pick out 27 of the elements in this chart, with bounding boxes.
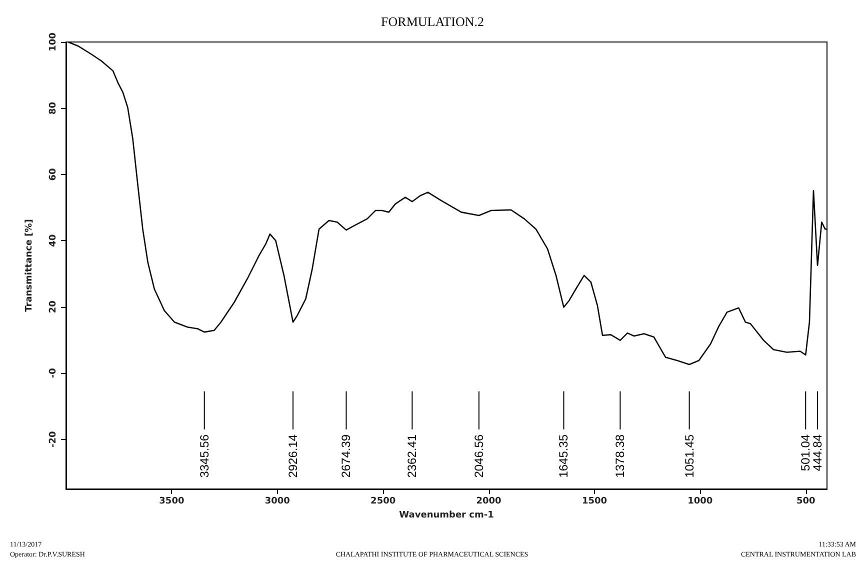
annotation: 2674.39 xyxy=(339,434,354,478)
x-axis-title: Wavenumber cm-1 xyxy=(399,510,494,520)
y-tick-label: 60 xyxy=(48,168,58,181)
y-tick-label: 100 xyxy=(48,32,58,52)
y-tick-label: 20 xyxy=(48,300,58,314)
annotation: 2046.56 xyxy=(472,434,486,478)
x-tick-label: 3500 xyxy=(159,496,184,506)
annotation: 3345.56 xyxy=(197,434,212,478)
x-tick-label: 1000 xyxy=(688,496,713,506)
y-tick-label: -20 xyxy=(48,431,58,448)
annotation: 1378.38 xyxy=(613,434,628,478)
annotation: 1051.45 xyxy=(682,434,696,478)
x-tick-label: 1500 xyxy=(582,496,608,506)
y-tick-label: 80 xyxy=(48,102,58,114)
x-tick-label: 2500 xyxy=(370,496,396,506)
x-tick-label: 500 xyxy=(796,496,816,506)
annotation: 2926.14 xyxy=(286,434,300,478)
annotation: 2362.41 xyxy=(405,434,420,478)
chart-title: FORMULATION.2 xyxy=(381,14,484,29)
annotation: 501.04 xyxy=(798,434,813,472)
x-tick-label: 3000 xyxy=(264,496,290,506)
x-tick-label: 2000 xyxy=(476,496,502,506)
annotation: 1645.35 xyxy=(556,434,571,478)
y-tick-label: -0 xyxy=(48,368,58,378)
y-axis-title: Transmittance [%] xyxy=(24,219,34,312)
annotation: 444.84 xyxy=(810,434,825,472)
y-tick-label: 40 xyxy=(48,234,58,247)
